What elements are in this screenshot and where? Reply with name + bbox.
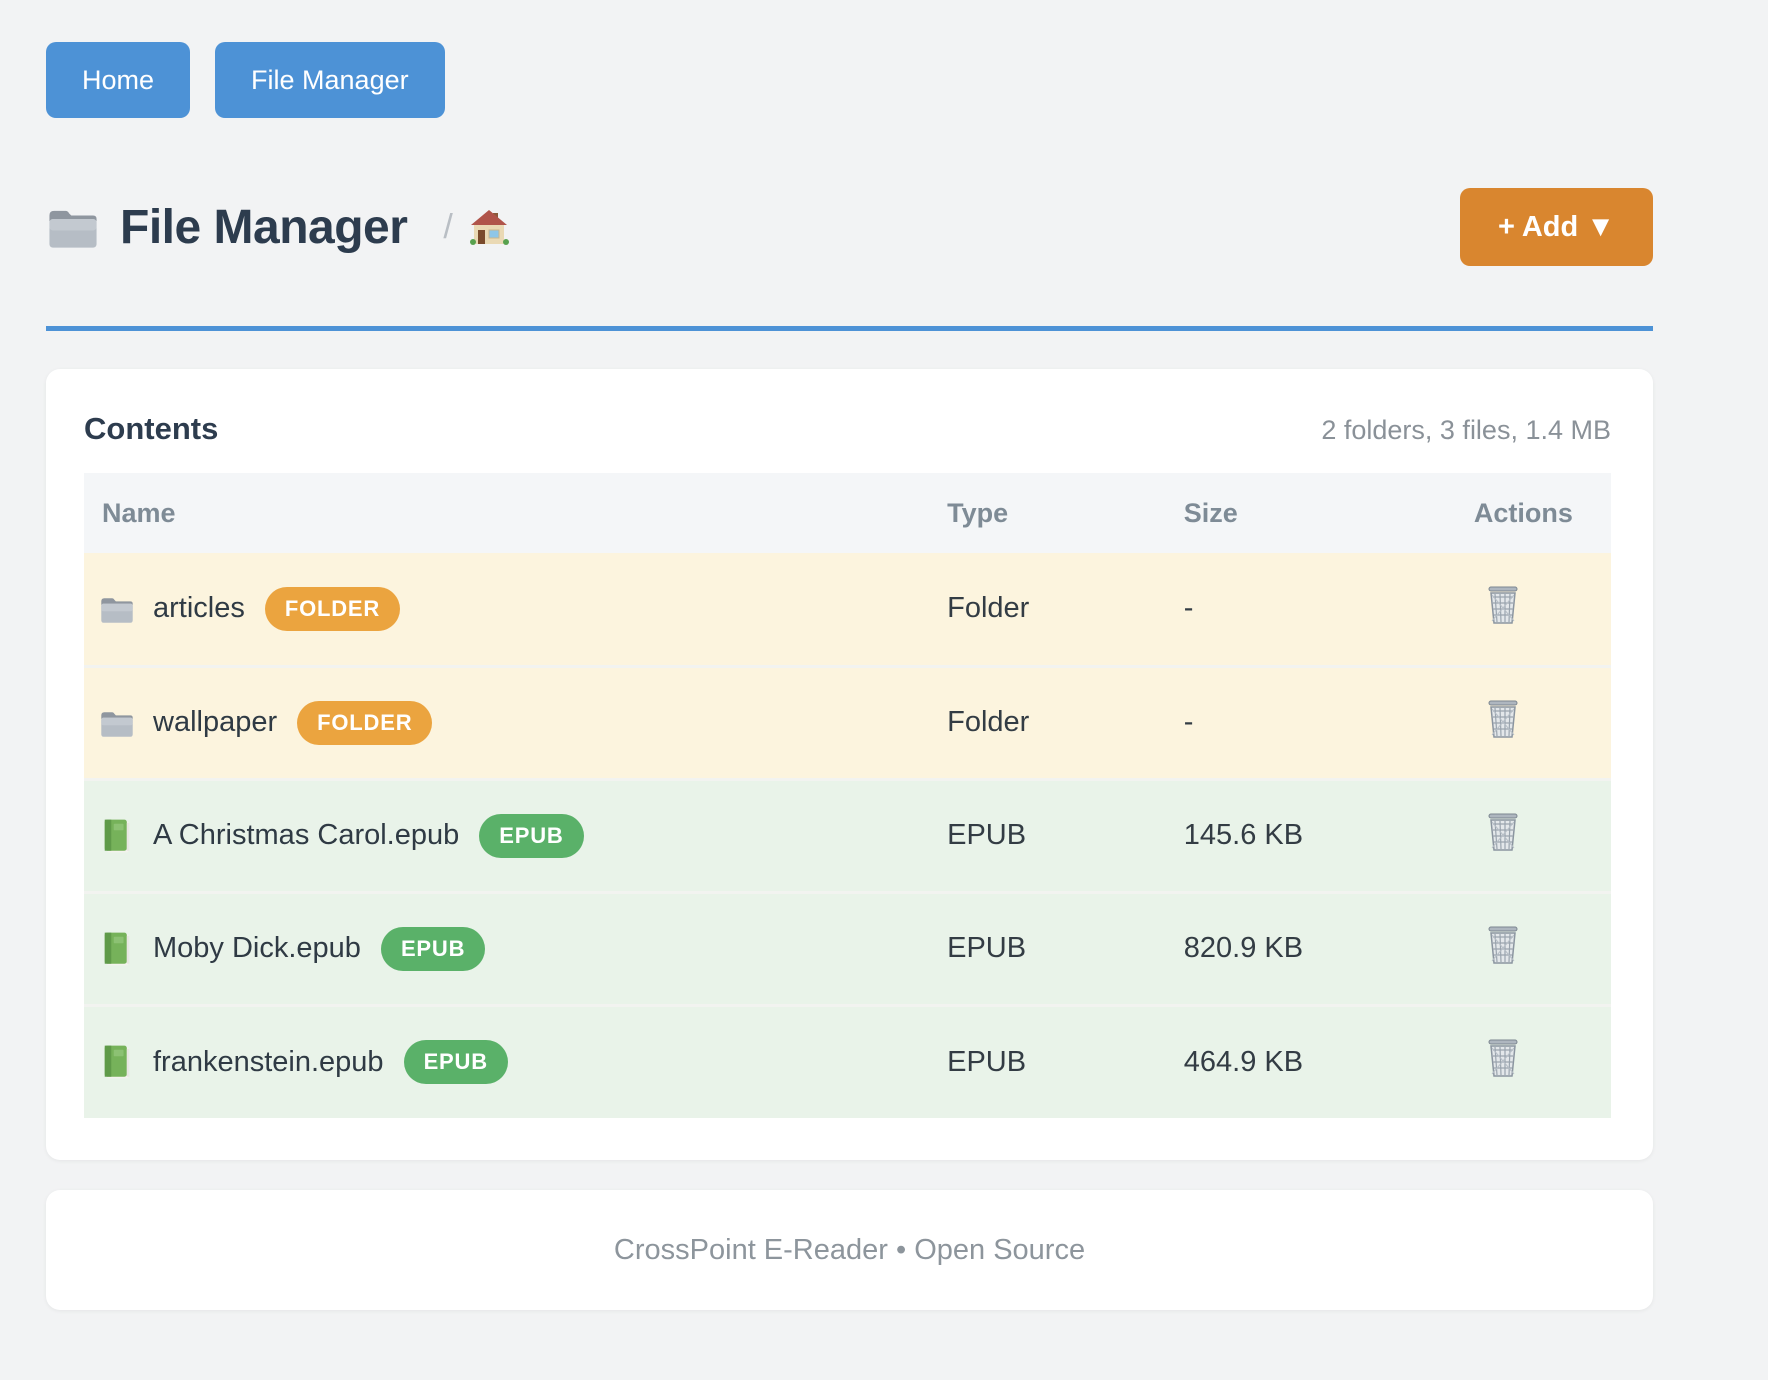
- file-manager-page: Home File Manager File Manager / + Add ▼…: [46, 42, 1653, 1310]
- green-book-icon: [104, 819, 130, 852]
- trash-icon[interactable]: [1484, 925, 1522, 965]
- delete-button[interactable]: [1484, 699, 1522, 739]
- type-cell: EPUB: [939, 779, 1176, 892]
- file-table-head: Name Type Size Actions: [84, 473, 1611, 553]
- size-cell: 820.9 KB: [1175, 892, 1466, 1005]
- type-cell: Folder: [939, 666, 1176, 779]
- home-icon[interactable]: [469, 208, 509, 246]
- green-book-icon: [104, 1045, 130, 1079]
- page-title: File Manager: [120, 200, 408, 254]
- type-badge: FOLDER: [297, 700, 433, 745]
- file-manager-nav-button[interactable]: File Manager: [215, 42, 445, 118]
- file-table-body: articles FOLDER Folder - wallpaper: [84, 553, 1611, 1118]
- folder-icon: [101, 598, 133, 623]
- size-cell: -: [1175, 666, 1466, 779]
- delete-button[interactable]: [1484, 585, 1522, 625]
- contents-card-header: Contents 2 folders, 3 files, 1.4 MB: [84, 411, 1611, 447]
- table-row[interactable]: A Christmas Carol.epub EPUB EPUB 145.6 K…: [84, 779, 1611, 892]
- trash-icon[interactable]: [1484, 1038, 1522, 1078]
- table-row[interactable]: articles FOLDER Folder -: [84, 553, 1611, 666]
- footer-text: CrossPoint E-Reader • Open Source: [613, 1233, 1086, 1266]
- size-cell: 464.9 KB: [1175, 1005, 1466, 1118]
- footer: CrossPoint E-Reader • Open Source: [46, 1190, 1653, 1310]
- type-badge: EPUB: [403, 1040, 508, 1085]
- header-divider: [46, 326, 1653, 331]
- contents-title: Contents: [84, 411, 219, 446]
- delete-button[interactable]: [1484, 925, 1522, 965]
- contents-summary: 2 folders, 3 files, 1.4 MB: [1321, 415, 1611, 445]
- column-header-type: Type: [939, 473, 1176, 553]
- table-row[interactable]: frankenstein.epub EPUB EPUB 464.9 KB: [84, 1005, 1611, 1118]
- file-name[interactable]: articles: [153, 592, 245, 625]
- file-name[interactable]: frankenstein.epub: [153, 1045, 384, 1078]
- size-cell: -: [1175, 553, 1466, 666]
- folder-icon: [101, 711, 133, 737]
- column-header-actions: Actions: [1465, 473, 1611, 553]
- green-book-icon: [104, 932, 130, 965]
- trash-icon[interactable]: [1484, 585, 1522, 625]
- contents-card: Contents 2 folders, 3 files, 1.4 MB Name…: [46, 369, 1653, 1160]
- home-nav-button[interactable]: Home: [46, 42, 191, 118]
- type-cell: EPUB: [939, 892, 1176, 1005]
- trash-icon[interactable]: [1484, 699, 1522, 739]
- type-cell: EPUB: [939, 1005, 1176, 1118]
- page-header: File Manager / + Add ▼: [46, 188, 1653, 266]
- delete-button[interactable]: [1484, 1038, 1522, 1078]
- column-header-name: Name: [84, 473, 940, 553]
- file-table: Name Type Size Actions articles FOLDER F…: [84, 473, 1611, 1118]
- breadcrumb: /: [443, 207, 509, 247]
- type-badge: EPUB: [479, 813, 584, 858]
- trash-icon[interactable]: [1484, 812, 1522, 852]
- type-badge: FOLDER: [264, 586, 401, 631]
- size-cell: 145.6 KB: [1175, 779, 1466, 892]
- breadcrumb-separator: /: [443, 207, 453, 246]
- folder-icon: [49, 210, 97, 248]
- table-row[interactable]: wallpaper FOLDER Folder -: [84, 666, 1611, 779]
- add-button[interactable]: + Add ▼: [1459, 188, 1653, 266]
- file-name[interactable]: A Christmas Carol.epub: [153, 819, 460, 851]
- type-badge: EPUB: [380, 926, 486, 971]
- top-nav: Home File Manager: [46, 42, 1653, 118]
- file-name[interactable]: wallpaper: [153, 706, 278, 738]
- delete-button[interactable]: [1484, 812, 1522, 852]
- type-cell: Folder: [939, 553, 1176, 666]
- table-row[interactable]: Moby Dick.epub EPUB EPUB 820.9 KB: [84, 892, 1611, 1005]
- title-group: File Manager /: [46, 200, 509, 255]
- column-header-size: Size: [1175, 473, 1466, 553]
- file-name[interactable]: Moby Dick.epub: [153, 932, 361, 964]
